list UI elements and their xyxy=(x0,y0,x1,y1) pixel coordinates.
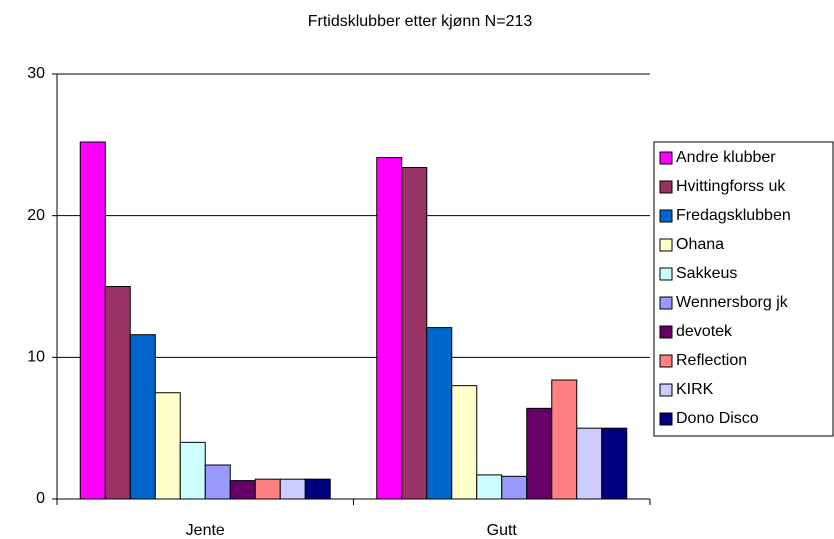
bar xyxy=(279,478,306,500)
x-tick-label: Gutt xyxy=(487,522,518,539)
y-tick-label: 10 xyxy=(27,349,45,366)
bar xyxy=(229,480,256,500)
bar xyxy=(451,385,478,500)
bar xyxy=(576,427,603,500)
bar xyxy=(179,441,206,500)
legend-label: Andre klubber xyxy=(676,149,776,166)
bar xyxy=(129,334,156,500)
bar xyxy=(526,407,553,500)
y-tick-label: 20 xyxy=(27,207,45,224)
bar xyxy=(79,141,106,500)
legend-label: Ohana xyxy=(676,236,724,253)
legend-swatch xyxy=(659,296,673,310)
chart-title: Frtidsklubber etter kjønn N=213 xyxy=(308,13,533,30)
legend-swatch xyxy=(659,238,673,252)
legend-label: Fredagsklubben xyxy=(676,207,791,224)
legend-label: Hvittingforss uk xyxy=(676,178,786,195)
bar xyxy=(304,478,331,500)
bar xyxy=(104,286,131,500)
legend-label: Reflection xyxy=(676,352,747,369)
y-tick-label: 0 xyxy=(36,490,45,507)
x-tick-label: Jente xyxy=(186,522,225,539)
bar xyxy=(401,167,428,500)
bar xyxy=(476,474,503,500)
legend-swatch xyxy=(659,412,673,426)
bar xyxy=(551,379,578,500)
bar xyxy=(426,327,453,500)
legend-label: Wennersborg jk xyxy=(676,294,789,311)
legend-swatch xyxy=(659,151,673,165)
legend-label: Dono Disco xyxy=(676,410,759,427)
legend-swatch xyxy=(659,325,673,339)
bar xyxy=(501,475,528,500)
legend-swatch xyxy=(659,209,673,223)
bar xyxy=(601,427,628,500)
legend-label: devotek xyxy=(676,323,733,340)
bar xyxy=(154,392,181,500)
bar xyxy=(254,478,281,500)
legend-box xyxy=(653,141,834,437)
y-tick-label: 30 xyxy=(27,65,45,82)
legend-swatch xyxy=(659,354,673,368)
legend-label: Sakkeus xyxy=(676,265,737,282)
legend-label: KIRK xyxy=(676,381,714,398)
bar xyxy=(376,157,403,500)
bar xyxy=(204,464,231,500)
legend-swatch xyxy=(659,267,673,281)
legend-swatch xyxy=(659,383,673,397)
legend-swatch xyxy=(659,180,673,194)
